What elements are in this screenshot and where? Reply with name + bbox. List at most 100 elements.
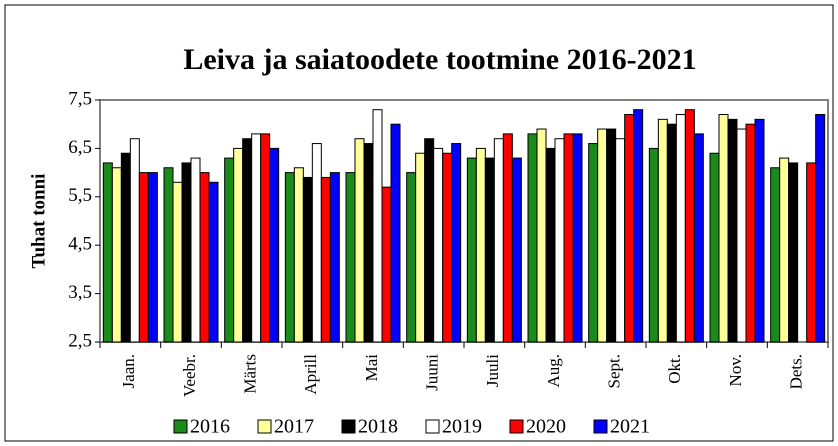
- bar: [181, 162, 192, 343]
- bar: [372, 109, 383, 343]
- bar: [770, 167, 781, 343]
- bar: [779, 157, 790, 343]
- x-tick-label: Sept.: [605, 354, 624, 388]
- bar: [727, 118, 738, 343]
- bar: [709, 152, 720, 343]
- bar: [545, 147, 556, 343]
- bar: [433, 147, 444, 343]
- bar: [442, 152, 453, 343]
- bar: [563, 133, 574, 343]
- bar: [745, 123, 756, 343]
- bar: [233, 147, 244, 343]
- y-tick-label: 2,5: [68, 330, 92, 351]
- bar: [466, 157, 477, 343]
- legend-label: 2018: [358, 416, 398, 438]
- legend-label: 2021: [610, 416, 650, 438]
- bar: [648, 147, 659, 343]
- bar: [354, 138, 365, 343]
- bar: [199, 172, 210, 343]
- legend-swatch: [593, 419, 608, 434]
- bar: [451, 143, 462, 343]
- legend-swatch: [341, 419, 356, 434]
- bar: [536, 128, 547, 343]
- bar: [284, 172, 295, 343]
- bar: [815, 114, 826, 343]
- bar: [624, 114, 635, 343]
- bar: [475, 147, 486, 343]
- bar: [251, 133, 262, 343]
- bar: [163, 167, 174, 343]
- bar: [111, 167, 122, 343]
- legend-label: 2019: [442, 416, 482, 438]
- bar: [606, 128, 617, 343]
- x-tick-label: Juuni: [423, 354, 442, 391]
- bar: [693, 133, 704, 343]
- bar: [390, 123, 401, 343]
- bar: [424, 138, 435, 343]
- bar: [329, 172, 340, 343]
- bar: [484, 157, 495, 343]
- bar: [527, 133, 538, 343]
- bar: [172, 181, 183, 343]
- legend-swatch: [425, 419, 440, 434]
- bar: [242, 138, 253, 343]
- y-tick-label: 6,5: [68, 137, 92, 158]
- x-tick-label: Mai: [362, 354, 381, 382]
- legend-swatch: [173, 419, 188, 434]
- bar: [675, 114, 686, 343]
- bar: [597, 128, 608, 343]
- bar: [806, 162, 817, 343]
- x-tick-label: Okt.: [665, 354, 684, 384]
- legend-label: 2017: [274, 416, 314, 438]
- bar: [147, 172, 158, 343]
- bar: [129, 138, 140, 343]
- y-tick-label: 7,5: [68, 88, 92, 109]
- bar: [224, 157, 235, 343]
- bar: [718, 114, 729, 343]
- bar: [363, 143, 374, 343]
- bar: [615, 138, 626, 343]
- bar: [381, 186, 392, 343]
- bar: [502, 133, 513, 343]
- bar: [190, 157, 201, 343]
- bar: [102, 162, 113, 343]
- bar: [554, 138, 565, 343]
- y-tick-label: 5,5: [68, 185, 92, 206]
- legend-swatch: [509, 419, 524, 434]
- y-axis-label: Tuhat tonni: [28, 174, 49, 269]
- x-tick-label: Märts: [241, 354, 260, 394]
- bar: [293, 167, 304, 343]
- bar: [493, 138, 504, 343]
- bar: [120, 152, 131, 343]
- x-tick-label: Aug.: [544, 354, 563, 388]
- bar: [754, 118, 765, 343]
- x-tick-label: Dets.: [787, 354, 806, 389]
- bar: [633, 109, 644, 343]
- bar: [208, 181, 219, 343]
- legend-label: 2020: [526, 416, 566, 438]
- bar: [345, 172, 356, 343]
- x-tick-label: Juuli: [483, 354, 502, 387]
- x-tick-label: Jaan.: [119, 354, 138, 388]
- bar: [320, 176, 331, 343]
- bar: [511, 157, 522, 343]
- y-tick-label: 3,5: [68, 282, 92, 303]
- x-tick-label: Aprill: [301, 354, 320, 395]
- bar: [572, 133, 583, 343]
- y-tick-label: 4,5: [68, 234, 92, 255]
- bar: [311, 143, 322, 343]
- legend-label: 2016: [190, 416, 230, 438]
- legend-swatch: [257, 419, 272, 434]
- bar: [666, 123, 677, 343]
- bar: [788, 162, 799, 343]
- bar: [415, 152, 426, 343]
- bar: [588, 143, 599, 343]
- x-tick-label: Nov.: [726, 354, 745, 386]
- bar: [406, 172, 417, 343]
- bar: [684, 109, 695, 343]
- bar: [302, 176, 313, 343]
- x-tick-label: Veebr.: [180, 354, 199, 397]
- bar: [736, 128, 747, 343]
- bar: [657, 118, 668, 343]
